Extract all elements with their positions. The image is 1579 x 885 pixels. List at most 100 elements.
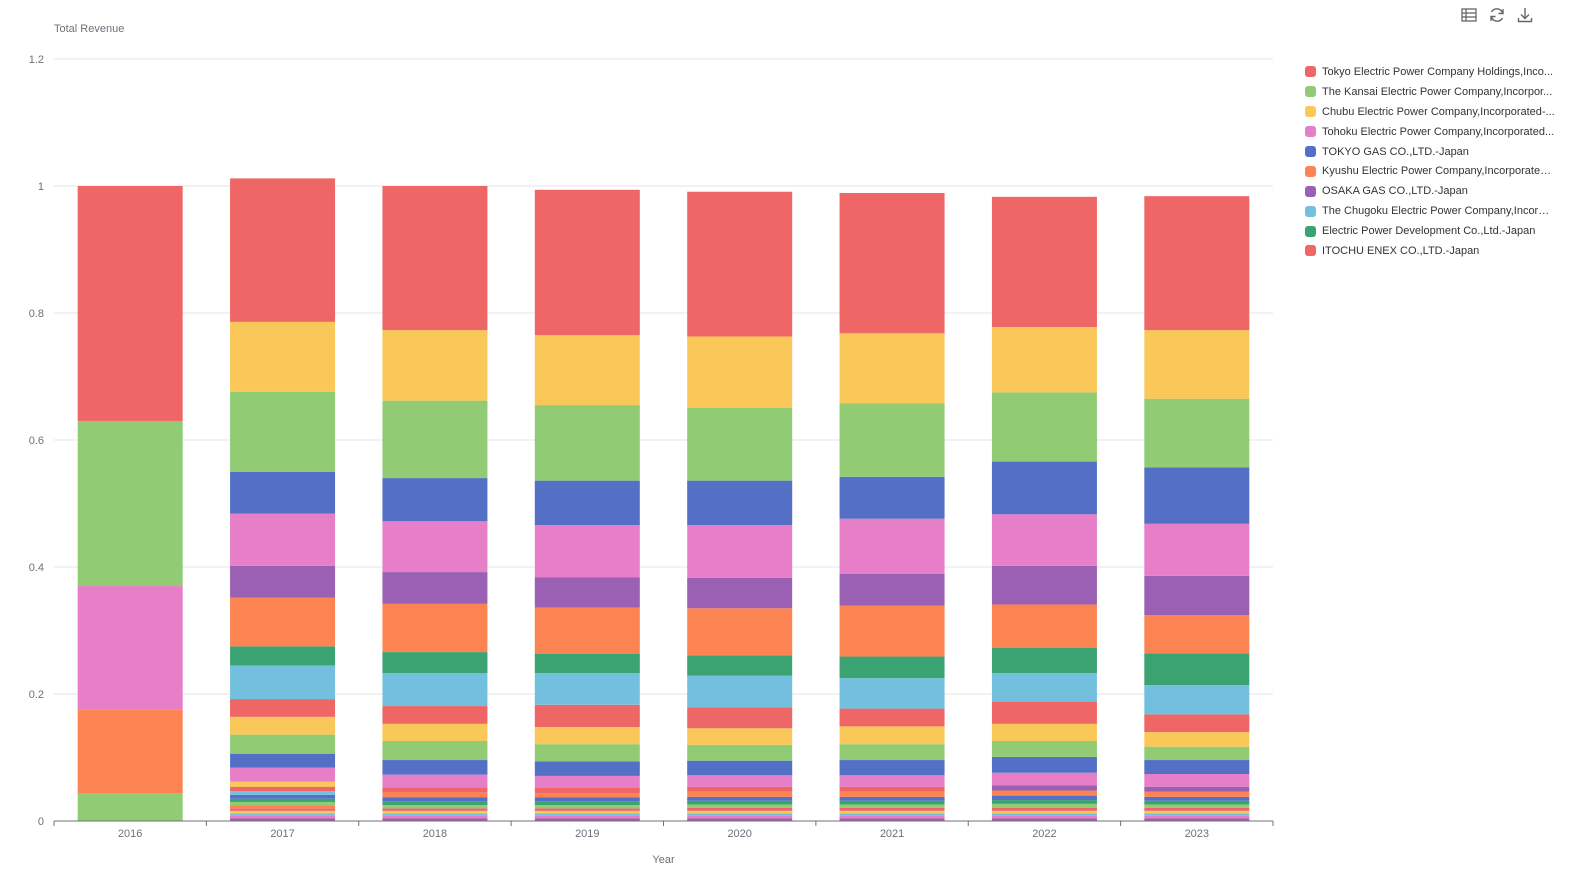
bar-segment[interactable] <box>1144 685 1250 715</box>
bar-segment[interactable] <box>839 476 945 519</box>
bar-segment[interactable] <box>1144 575 1250 616</box>
bar-segment[interactable] <box>687 480 793 526</box>
bar-segment[interactable] <box>687 807 793 811</box>
bar-segment[interactable] <box>1144 732 1250 747</box>
bar-segment[interactable] <box>1144 800 1250 805</box>
bar-segment[interactable] <box>991 392 1097 462</box>
bar-segment[interactable] <box>991 800 1097 804</box>
bar-segment[interactable] <box>382 330 488 401</box>
bar-segment[interactable] <box>687 813 793 816</box>
bar-segment[interactable] <box>534 607 640 654</box>
bar-segment[interactable] <box>839 807 945 811</box>
bar-segment[interactable] <box>382 813 488 816</box>
bar-segment[interactable] <box>230 646 336 666</box>
bar-segment[interactable] <box>230 818 336 821</box>
bar-segment[interactable] <box>382 760 488 775</box>
bar-segment[interactable] <box>1144 813 1250 816</box>
bar-segment[interactable] <box>991 740 1097 757</box>
bar-segment[interactable] <box>839 744 945 761</box>
bar-segment[interactable] <box>534 704 640 728</box>
bar-segment[interactable] <box>230 665 336 700</box>
bar-segment[interactable] <box>230 808 336 811</box>
bar-segment[interactable] <box>839 800 945 805</box>
bar-segment[interactable] <box>230 391 336 472</box>
bar-segment[interactable] <box>382 478 488 522</box>
bar-segment[interactable] <box>534 808 640 811</box>
bar-segment[interactable] <box>687 744 793 761</box>
bar-segment[interactable] <box>230 513 336 566</box>
bar-segment[interactable] <box>991 647 1097 674</box>
legend-item[interactable]: Tohoku Electric Power Company,Incorporat… <box>1305 122 1555 142</box>
bar-segment[interactable] <box>230 805 336 809</box>
bar-segment[interactable] <box>230 798 336 802</box>
bar-segment[interactable] <box>1144 653 1250 686</box>
bar-segment[interactable] <box>687 786 793 792</box>
bar-segment[interactable] <box>230 813 336 816</box>
bar-segment[interactable] <box>230 178 336 322</box>
bar-segment[interactable] <box>839 775 945 787</box>
bar-segment[interactable] <box>991 514 1097 566</box>
bar-segment[interactable] <box>991 815 1097 819</box>
bar-segment[interactable] <box>991 795 1097 801</box>
bar-segment[interactable] <box>991 673 1097 702</box>
bar-segment[interactable] <box>534 727 640 745</box>
bar-segment[interactable] <box>77 420 183 587</box>
bar-segment[interactable] <box>1144 796 1250 801</box>
bar-segment[interactable] <box>534 744 640 762</box>
bar-segment[interactable] <box>230 565 336 598</box>
table-icon[interactable] <box>1460 6 1478 24</box>
bar-segment[interactable] <box>1144 774 1250 787</box>
bar-segment[interactable] <box>382 400 488 479</box>
bar-segment[interactable] <box>382 652 488 674</box>
bar-segment[interactable] <box>382 723 488 741</box>
bar-segment[interactable] <box>534 577 640 608</box>
legend-item[interactable]: OSAKA GAS CO.,LTD.-Japan <box>1305 181 1555 201</box>
bar-segment[interactable] <box>534 775 640 788</box>
bar-segment[interactable] <box>382 801 488 806</box>
bar-segment[interactable] <box>839 518 945 574</box>
bar-segment[interactable] <box>991 461 1097 515</box>
bar-segment[interactable] <box>1144 760 1250 775</box>
bar-segment[interactable] <box>991 756 1097 773</box>
bar-segment[interactable] <box>382 521 488 573</box>
bar-segment[interactable] <box>230 716 336 735</box>
bar-segment[interactable] <box>839 791 945 797</box>
bar-segment[interactable] <box>839 813 945 816</box>
bar-segment[interactable] <box>687 407 793 481</box>
bar-segment[interactable] <box>1144 786 1250 792</box>
bar-segment[interactable] <box>230 699 336 717</box>
bar-segment[interactable] <box>382 186 488 331</box>
bar-segment[interactable] <box>839 192 945 334</box>
bar-segment[interactable] <box>1144 810 1250 814</box>
legend-item[interactable]: Tokyo Electric Power Company Holdings,In… <box>1305 62 1555 82</box>
bar-segment[interactable] <box>230 810 336 814</box>
bar-segment[interactable] <box>839 708 945 727</box>
bar-segment[interactable] <box>534 405 640 481</box>
bar-segment[interactable] <box>687 760 793 776</box>
bar-segment[interactable] <box>230 781 336 787</box>
bar-segment[interactable] <box>1144 523 1250 576</box>
legend-item[interactable]: The Chugoku Electric Power Company,Incor… <box>1305 201 1555 221</box>
bar-segment[interactable] <box>839 403 945 477</box>
bar-segment[interactable] <box>534 673 640 705</box>
bar-segment[interactable] <box>77 186 183 421</box>
bar-segment[interactable] <box>1144 196 1250 331</box>
bar-segment[interactable] <box>839 573 945 606</box>
bar-segment[interactable] <box>534 805 640 809</box>
bar-segment[interactable] <box>991 326 1097 393</box>
bar-segment[interactable] <box>1144 815 1250 819</box>
bar-segment[interactable] <box>687 796 793 801</box>
bar-segment[interactable] <box>687 707 793 729</box>
bar-segment[interactable] <box>534 810 640 814</box>
bar-segment[interactable] <box>687 728 793 745</box>
bar-segment[interactable] <box>991 810 1097 814</box>
bar-segment[interactable] <box>687 336 793 408</box>
bar-segment[interactable] <box>687 815 793 819</box>
bar-segment[interactable] <box>687 577 793 609</box>
bar-segment[interactable] <box>382 815 488 819</box>
bar-segment[interactable] <box>77 793 183 821</box>
bar-segment[interactable] <box>991 790 1097 796</box>
bar-segment[interactable] <box>1144 398 1250 468</box>
bar-segment[interactable] <box>991 785 1097 791</box>
bar-segment[interactable] <box>1144 807 1250 811</box>
